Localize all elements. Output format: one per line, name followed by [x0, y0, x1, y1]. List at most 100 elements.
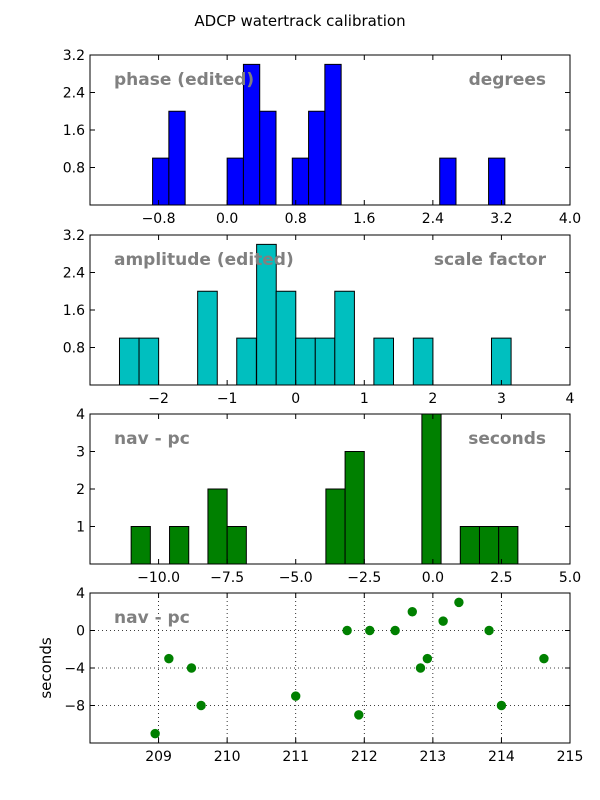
panel-label-left: amplitude (edited) [114, 250, 294, 270]
histogram-bar [490, 337, 512, 386]
x-tick-label: 214 [488, 749, 515, 765]
x-tick-label: 215 [557, 749, 584, 765]
histogram-bar [488, 157, 506, 206]
histogram-bar [226, 157, 244, 206]
scatter-point [354, 710, 364, 720]
x-tick-label: 1.6 [353, 211, 375, 227]
y-tick-label: 2 [76, 482, 85, 498]
y-tick-label: 4 [76, 586, 85, 602]
y-tick-label: 3 [76, 445, 85, 461]
scatter-point [539, 653, 549, 664]
histogram-bar [373, 337, 394, 386]
figure-title: ADCP watertrack calibration [194, 12, 406, 30]
x-tick-label: −7.5 [210, 570, 244, 586]
y-axis-label: seconds [37, 637, 55, 698]
x-tick-label: 4.0 [559, 211, 581, 227]
y-tick-label: 1 [76, 520, 85, 536]
x-tick-label: 1 [360, 391, 369, 407]
scatter-point [422, 653, 433, 664]
histogram-bar [308, 110, 326, 206]
scatter-point [150, 728, 160, 739]
y-tick-label: 0 [76, 624, 85, 640]
x-tick-label: 211 [282, 749, 309, 765]
scatter-point [454, 597, 464, 608]
y-tick-label: 1.6 [63, 123, 85, 139]
y-tick-label: 0.8 [63, 161, 85, 177]
histogram-bar [169, 526, 190, 565]
histogram-bar [334, 290, 355, 386]
histogram-bar [168, 110, 186, 206]
x-tick-label: −0.8 [142, 211, 176, 227]
scatter-point [196, 700, 206, 711]
panel-label-left: nav - pc [114, 429, 190, 449]
histogram-bar [295, 337, 316, 386]
y-tick-label: −8 [64, 699, 85, 715]
y-tick-label: 4 [76, 407, 85, 423]
scatter-point [342, 625, 352, 636]
scatter-point [484, 625, 494, 636]
panel-label-right: seconds [468, 429, 546, 449]
scatter-point [438, 616, 448, 626]
histogram-bar [207, 488, 228, 565]
histogram-bar [421, 413, 442, 565]
histogram-bar [130, 526, 151, 565]
panel-label-left: phase (edited) [114, 70, 254, 90]
x-tick-label: −2.5 [347, 570, 381, 586]
x-tick-label: 2.4 [422, 211, 444, 227]
histogram-bar [325, 488, 346, 565]
histogram-bar [478, 526, 500, 565]
x-tick-label: −2 [148, 391, 169, 407]
x-tick-label: 213 [419, 749, 446, 765]
y-tick-label: 3.2 [63, 48, 85, 64]
x-tick-label: 0.0 [422, 570, 444, 586]
histogram-bar [236, 337, 257, 386]
x-tick-label: 5.0 [559, 570, 581, 586]
y-tick-label: 2.4 [63, 266, 85, 282]
x-tick-label: 0.0 [216, 211, 238, 227]
histogram-bar [118, 337, 140, 386]
x-tick-label: −10.0 [137, 570, 180, 586]
scatter-point [390, 625, 400, 636]
histogram-bar [138, 337, 160, 386]
histogram-bar [152, 157, 170, 206]
histogram-bar [197, 290, 218, 386]
histogram-bar [412, 337, 434, 386]
histogram-bar [324, 63, 342, 206]
x-tick-label: 4 [566, 391, 575, 407]
scatter-point [164, 653, 174, 664]
x-tick-label: 3 [497, 391, 506, 407]
histogram-bar [314, 337, 336, 386]
scatter-point [365, 625, 375, 636]
histogram-bar [439, 157, 457, 206]
x-tick-label: 3.2 [490, 211, 512, 227]
scatter-point [291, 691, 301, 701]
scatter-point [186, 663, 197, 673]
histogram-bar [275, 290, 297, 386]
x-tick-label: 210 [214, 749, 241, 765]
scatter-point [407, 607, 417, 617]
x-tick-label: −1 [217, 391, 238, 407]
y-tick-label: 3.2 [63, 228, 85, 244]
panel-label-right: degrees [469, 70, 546, 90]
histogram-bar [459, 526, 480, 565]
panel-label-right: scale factor [434, 250, 547, 270]
x-tick-label: −5.0 [279, 570, 313, 586]
y-tick-label: 1.6 [63, 303, 85, 319]
histogram-bar [498, 526, 519, 565]
histogram-bar [344, 451, 365, 565]
scatter-point [415, 663, 426, 673]
scatter-point [496, 700, 507, 711]
x-tick-label: 2 [428, 391, 437, 407]
y-tick-label: 2.4 [63, 86, 85, 102]
histogram-bar [259, 110, 277, 206]
x-tick-label: 212 [351, 749, 378, 765]
x-tick-label: 2.5 [490, 570, 512, 586]
histogram-bar [291, 157, 310, 206]
panel-label-left: nav - pc [114, 608, 190, 628]
x-tick-label: 209 [145, 749, 172, 765]
y-tick-label: 0.8 [63, 341, 85, 357]
x-tick-label: 0.8 [285, 211, 307, 227]
x-tick-label: 0 [291, 391, 300, 407]
